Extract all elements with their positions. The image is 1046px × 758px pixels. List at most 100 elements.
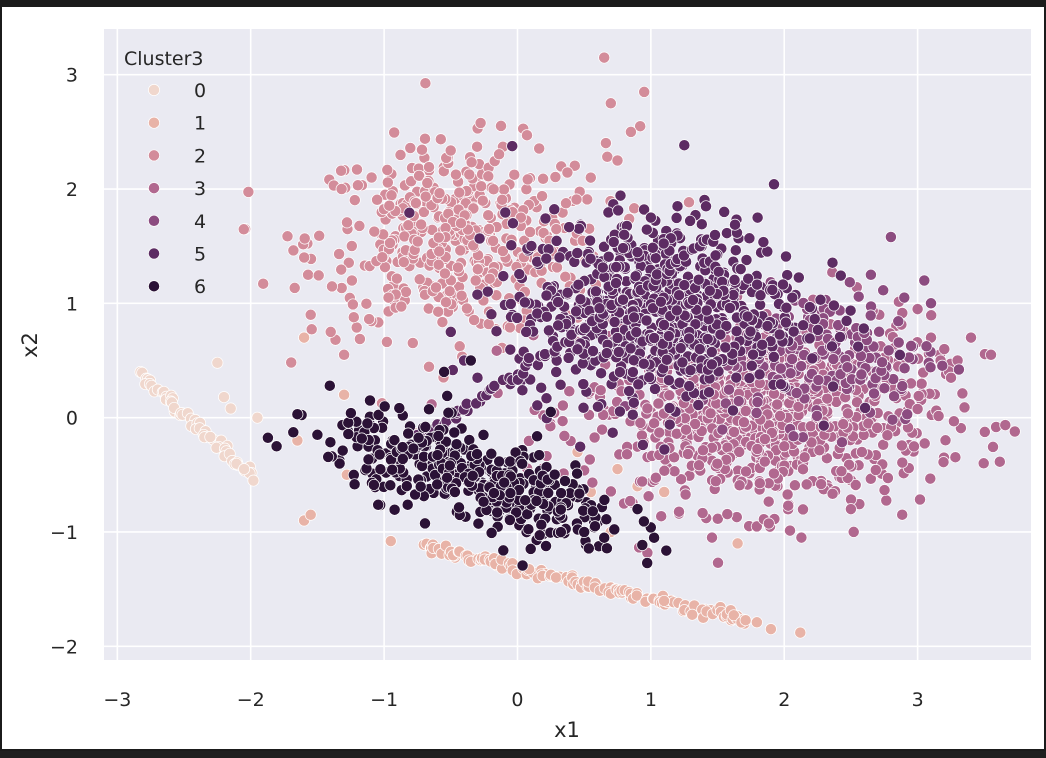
point-cluster-2: [395, 300, 408, 313]
point-cluster-3: [753, 477, 766, 490]
point-cluster-2: [285, 356, 298, 369]
point-cluster-6: [464, 354, 477, 367]
point-cluster-2: [521, 173, 534, 186]
point-cluster-5: [638, 203, 651, 216]
point-cluster-2: [444, 144, 457, 157]
point-cluster-1: [686, 608, 699, 621]
point-cluster-6: [540, 540, 552, 552]
point-cluster-2: [601, 150, 614, 163]
point-cluster-6: [324, 436, 337, 449]
point-cluster-4: [886, 413, 899, 426]
point-cluster-2: [452, 261, 464, 274]
point-cluster-3: [795, 531, 808, 544]
point-cluster-3: [895, 439, 908, 452]
point-cluster-5: [840, 314, 853, 327]
point-cluster-5: [577, 378, 590, 391]
legend-marker-6: [148, 280, 160, 293]
point-cluster-2: [365, 171, 378, 184]
point-cluster-0: [251, 411, 264, 424]
point-cluster-2: [388, 126, 401, 139]
point-cluster-5: [520, 325, 533, 338]
point-cluster-5: [671, 200, 684, 213]
point-cluster-2: [469, 274, 482, 287]
point-cluster-2: [406, 337, 419, 349]
data-points: [134, 51, 1021, 639]
point-cluster-1: [550, 571, 563, 584]
point-cluster-3: [797, 463, 809, 476]
point-cluster-3: [985, 348, 997, 361]
point-cluster-5: [787, 325, 800, 338]
point-cluster-5: [644, 211, 657, 224]
point-cluster-3: [835, 465, 848, 478]
point-cluster-5: [516, 384, 529, 397]
point-cluster-6: [631, 503, 644, 516]
point-cluster-3: [740, 465, 752, 478]
y-tick-label: 1: [66, 293, 78, 315]
point-cluster-5: [607, 236, 620, 248]
point-cluster-6: [348, 478, 361, 491]
point-cluster-3: [977, 457, 990, 470]
point-cluster-6: [372, 408, 385, 421]
point-cluster-3: [586, 476, 599, 489]
point-cluster-3: [932, 410, 945, 422]
point-cluster-5: [705, 346, 718, 358]
point-cluster-6: [648, 531, 661, 544]
point-cluster-6: [374, 463, 387, 476]
point-cluster-6: [396, 452, 409, 465]
point-cluster-5: [692, 273, 705, 286]
point-cluster-5: [598, 240, 610, 253]
point-cluster-2: [474, 117, 487, 129]
point-cluster-2: [363, 313, 376, 326]
point-cluster-6: [261, 431, 274, 444]
point-cluster-3: [556, 399, 569, 412]
point-cluster-3: [680, 423, 692, 436]
point-cluster-5: [767, 350, 780, 363]
point-cluster-2: [353, 219, 366, 232]
y-tick-labels: −2 −1 0 1 2 3: [50, 65, 78, 659]
point-cluster-3: [696, 507, 709, 520]
point-cluster-5: [600, 347, 613, 360]
point-cluster-2: [463, 168, 476, 181]
point-cluster-1: [304, 508, 317, 521]
point-cluster-3: [762, 495, 775, 508]
point-cluster-2: [468, 314, 481, 326]
point-cluster-4: [877, 284, 890, 297]
point-cluster-5: [612, 346, 625, 358]
point-cluster-3: [594, 384, 607, 397]
point-cluster-6: [423, 403, 435, 416]
point-cluster-3: [1008, 425, 1021, 438]
point-cluster-5: [720, 227, 733, 240]
x-tick-label: 1: [645, 689, 657, 711]
point-cluster-3: [797, 503, 809, 516]
point-cluster-6: [488, 487, 500, 500]
point-cluster-2: [454, 244, 467, 257]
point-cluster-4: [878, 382, 891, 395]
point-cluster-4: [892, 315, 905, 328]
point-cluster-6: [531, 430, 544, 443]
point-cluster-3: [693, 459, 705, 472]
point-cluster-2: [436, 316, 449, 329]
point-cluster-3: [721, 508, 734, 521]
point-cluster-5: [525, 240, 538, 252]
legend-label-5: 5: [194, 244, 206, 266]
point-cluster-6: [524, 542, 537, 555]
y-axis-label: x2: [18, 332, 42, 358]
point-cluster-5: [550, 234, 563, 247]
point-cluster-3: [649, 471, 662, 484]
point-cluster-5: [709, 249, 722, 262]
point-cluster-6: [530, 494, 543, 507]
point-cluster-4: [936, 359, 949, 372]
point-cluster-3: [851, 396, 863, 409]
point-cluster-2: [581, 193, 594, 206]
point-cluster-5: [663, 402, 676, 414]
point-cluster-6: [431, 478, 444, 491]
point-cluster-6: [441, 471, 454, 484]
point-cluster-5: [562, 351, 575, 364]
point-cluster-5: [779, 316, 792, 329]
point-cluster-2: [345, 274, 358, 287]
point-cluster-3: [673, 505, 685, 518]
point-cluster-5: [552, 319, 565, 332]
point-cluster-5: [712, 265, 725, 278]
point-cluster-3: [636, 475, 649, 488]
point-cluster-5: [893, 348, 906, 361]
